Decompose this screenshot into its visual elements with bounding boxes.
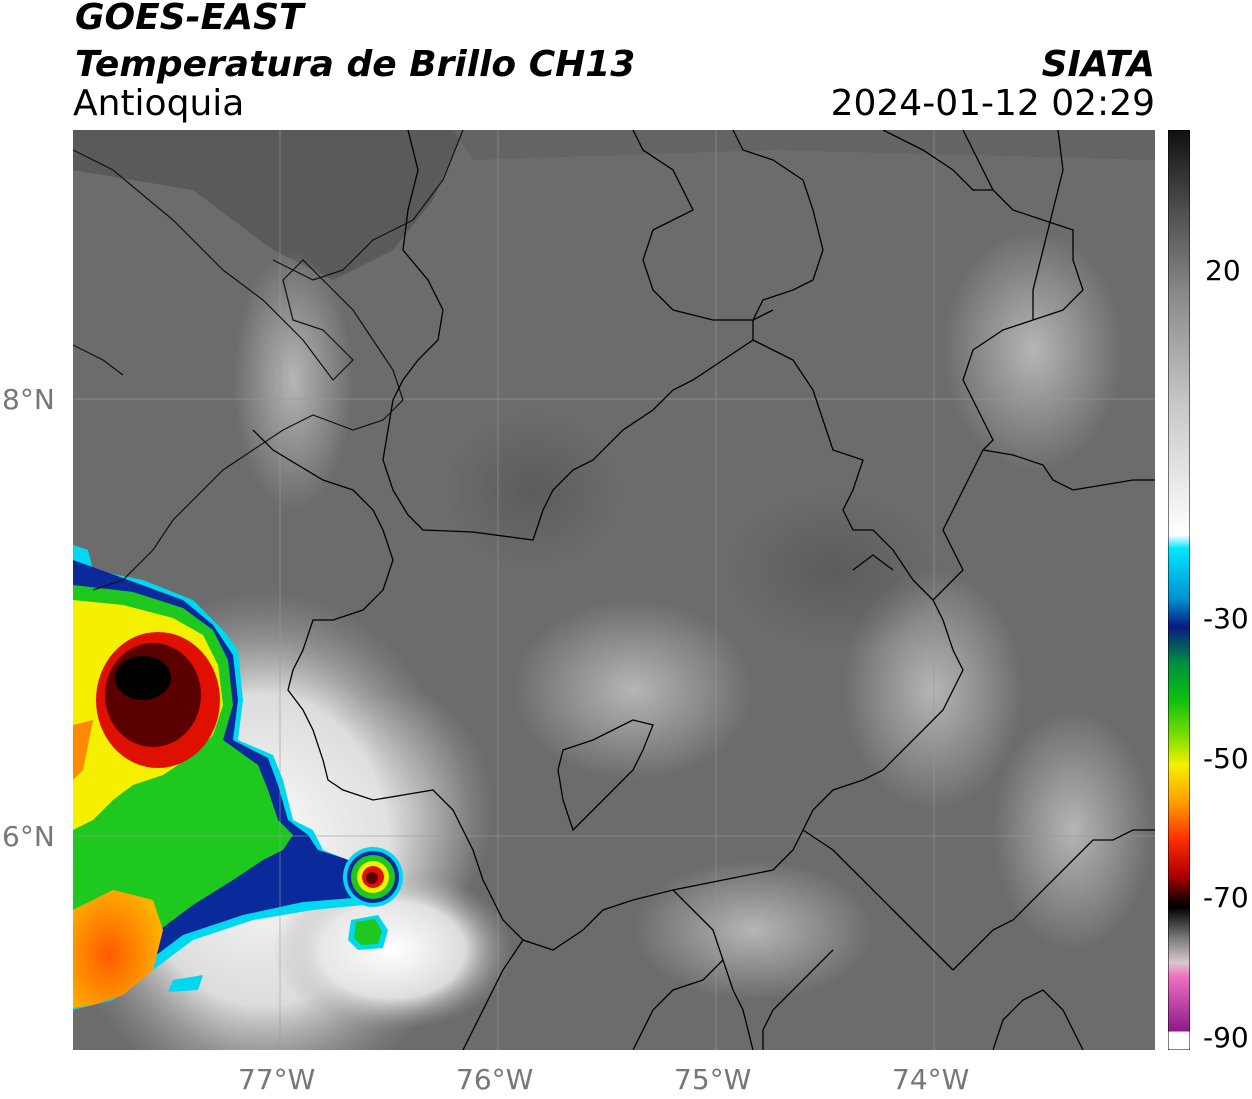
- storm-halo: [273, 870, 513, 1030]
- colorbar-label-minus50: -50: [1203, 742, 1249, 775]
- gridlines: [73, 130, 1155, 1050]
- colorbar-label-minus30: -30: [1203, 602, 1249, 635]
- cloud-texture: [513, 600, 753, 780]
- temperature-colorbar: [1168, 130, 1190, 1050]
- storm-orange: [73, 720, 93, 780]
- storm-orange: [73, 890, 163, 1008]
- cell-south-cyan: [168, 975, 203, 992]
- satellite-title: GOES-EAST: [75, 0, 304, 38]
- region-label: Antioquia: [73, 83, 245, 124]
- colorbar-label-20: 20: [1205, 254, 1241, 287]
- cloud-texture: [633, 860, 873, 1000]
- lon-label-77w: 77°W: [238, 1063, 316, 1096]
- cloud-texture: [233, 250, 353, 510]
- storm-black-core: [115, 656, 171, 700]
- department-borders: [252, 130, 1155, 1050]
- dark-north-strip: [453, 130, 1155, 160]
- lat-label-6n: 6°N: [2, 820, 55, 853]
- coastlines: [73, 130, 464, 591]
- dark-sea-area: [73, 130, 463, 280]
- cloud-texture: [993, 710, 1153, 950]
- colorbar-fill: [1168, 130, 1190, 1050]
- cloud-texture: [943, 230, 1123, 470]
- product-title: Temperatura de Brillo CH13: [75, 44, 636, 85]
- organization-label: SIATA: [1041, 44, 1155, 85]
- cloud-texture: [723, 490, 943, 650]
- lon-label-75w: 75°W: [674, 1063, 752, 1096]
- brightness-temperature-map: [73, 130, 1155, 1050]
- colorbar-label-minus70: -70: [1203, 881, 1249, 914]
- colorbar-label-minus90: -90: [1203, 1021, 1249, 1054]
- cloud-texture: [443, 410, 623, 570]
- lon-label-74w: 74°W: [892, 1063, 970, 1096]
- datetime-label: 2024-01-12 02:29: [830, 83, 1155, 124]
- cell-darkred: [366, 872, 378, 884]
- cell-south-green: [354, 919, 382, 945]
- lat-label-8n: 8°N: [2, 383, 55, 416]
- lon-label-76w: 76°W: [456, 1063, 534, 1096]
